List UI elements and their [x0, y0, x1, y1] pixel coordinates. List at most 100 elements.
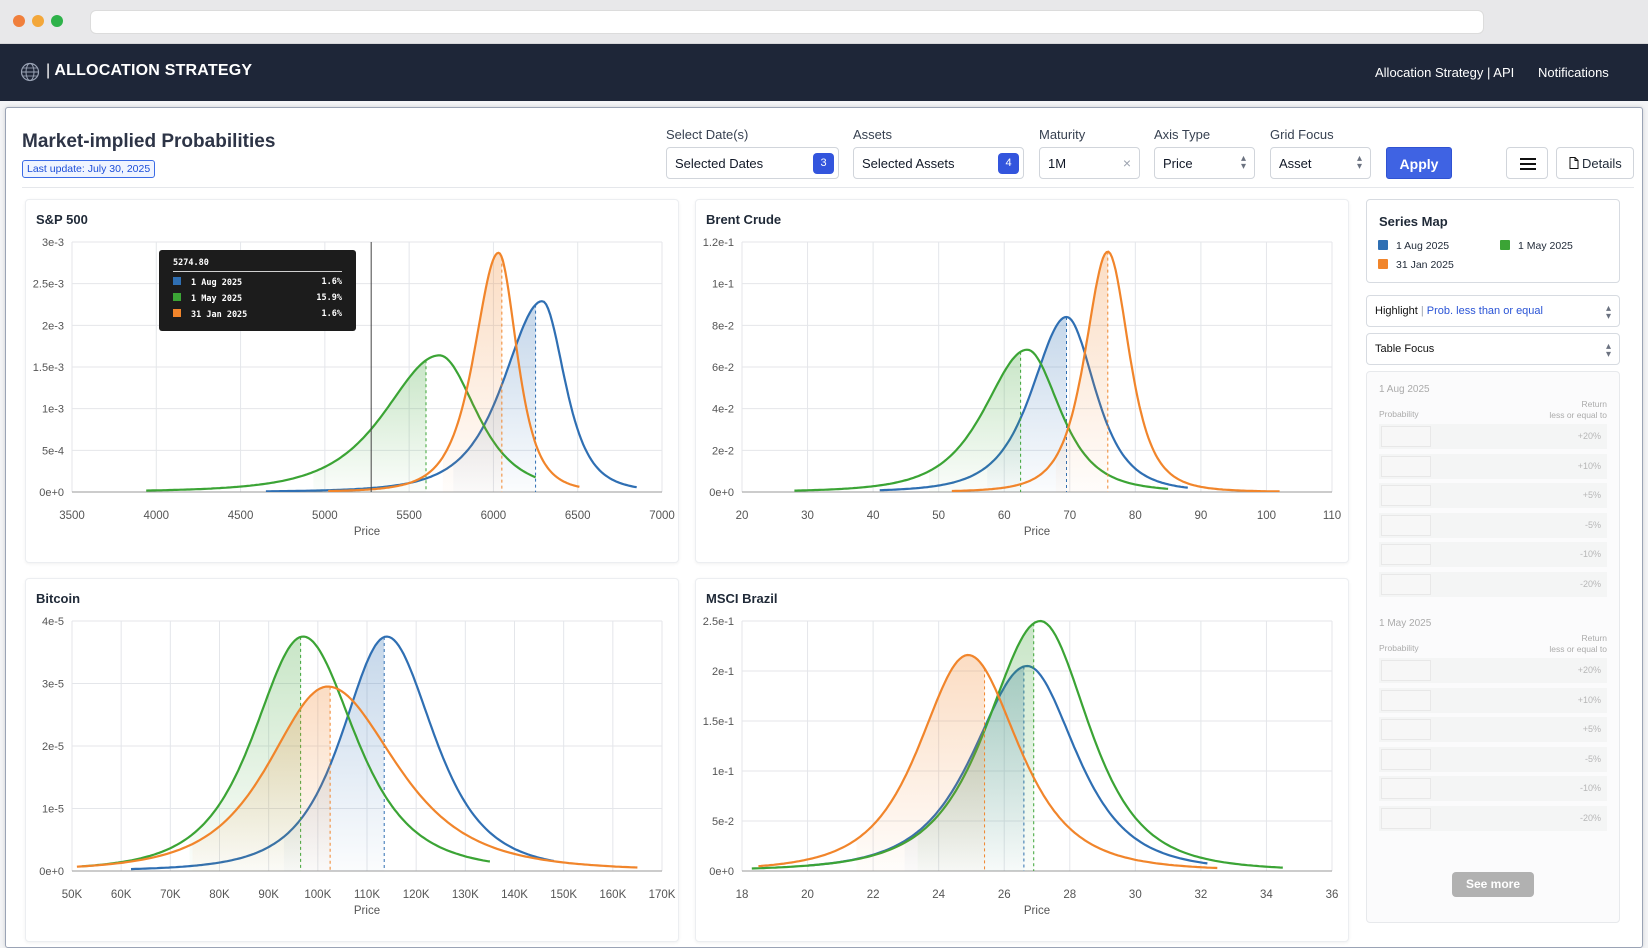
x-tick-label: 3500 — [59, 510, 85, 522]
x-tick-label: 20 — [736, 510, 749, 522]
series-line-31-jan-2025[interactable] — [328, 251, 580, 492]
chart-panel-bitcoin: 50K 60K 70K 80K 90K 100K 110K 120K 130K 140K 150K 1… — [25, 578, 679, 942]
legend-label: 1 Aug 2025 — [1396, 240, 1450, 252]
return-header: Return less or equal to — [1549, 399, 1607, 421]
y-tick-label: 3e-5 — [42, 679, 64, 691]
globe-logo-icon — [20, 62, 40, 82]
probability-table: 1 Aug 2025 Probability Return less or equal… — [1366, 371, 1620, 923]
y-tick-label: 5e-2 — [712, 816, 734, 828]
y-tick-label: 2.5e-1 — [703, 616, 734, 628]
y-tick-label: 0e+0 — [709, 866, 734, 878]
tooltip-row-value: 1.6% — [321, 309, 342, 319]
close-window-dot[interactable] — [13, 15, 25, 27]
swatch-icon — [173, 293, 181, 301]
probability-cell — [1381, 426, 1431, 447]
density-chart[interactable]: 50K 60K 70K 80K 90K 100K 110K 120K 130K 140K 150K 1… — [26, 579, 680, 943]
x-tick-label: 70K — [160, 889, 181, 901]
return-cell: +5% — [1582, 724, 1601, 734]
minimize-window-dot[interactable] — [32, 15, 44, 27]
density-chart[interactable]: 18 20 22 24 26 28 30 32 34 36 0e+0 5e-2 1e-1 1.5e-1 2e… — [696, 579, 1350, 943]
swatch-icon — [173, 309, 181, 317]
updown-chevron-icon: ▴ ▾ — [1605, 303, 1611, 322]
brand-title[interactable]: | ALLOCATION STRATEGY — [46, 62, 253, 79]
probability-header: Probability — [1379, 643, 1419, 653]
table-row: -5% — [1379, 512, 1607, 538]
nav-link-api[interactable]: Allocation Strategy | API — [1375, 65, 1515, 80]
x-axis-label: Price — [354, 905, 380, 917]
maturity-value: 1M — [1048, 156, 1067, 171]
legend-item-1-may-2025[interactable]: 1 May 2025 — [1500, 240, 1573, 252]
return-cell: +10% — [1577, 460, 1601, 471]
return-cell: +5% — [1582, 490, 1601, 500]
table-row: +10% — [1379, 453, 1607, 479]
details-button[interactable]: Details — [1556, 147, 1634, 179]
probability-cell — [1381, 455, 1431, 477]
assets-select[interactable]: Selected Assets 4 — [853, 147, 1024, 179]
return-header-line: Return — [1581, 633, 1607, 643]
x-tick-label: 5000 — [312, 510, 338, 522]
dates-count-badge: 3 — [813, 153, 834, 174]
tooltip-row: 31 Jan 2025 1.6% — [173, 309, 342, 320]
tooltip-row: 1 Aug 2025 1.6% — [173, 277, 342, 288]
legend-item-31-jan-2025[interactable]: 31 Jan 2025 — [1378, 259, 1454, 271]
table-row: -20% — [1379, 805, 1607, 831]
x-tick-label: 36 — [1326, 889, 1339, 901]
address-bar[interactable] — [90, 10, 1484, 34]
highlight-select[interactable]: Highlight | Prob. less than or equal ▴ ▾ — [1366, 295, 1620, 327]
probability-cell — [1381, 778, 1431, 799]
tooltip-row-value: 1.6% — [321, 277, 342, 287]
table-focus-label: Table Focus — [1375, 343, 1435, 355]
x-tick-label: 26 — [998, 889, 1011, 901]
x-tick-label: 80 — [1129, 510, 1142, 522]
last-update-badge: Last update: July 30, 2025 — [22, 160, 156, 178]
y-tick-label: 6e-2 — [712, 362, 734, 374]
y-tick-label: 0e+0 — [709, 487, 734, 499]
chart-panel-msci-brazil: 18 20 22 24 26 28 30 32 34 36 0e+0 5e-2 1e-1 1.5e-1 2e… — [695, 578, 1349, 942]
series-line-31-jan-2025[interactable] — [951, 250, 1280, 492]
nav-link-notifications[interactable]: Notifications — [1538, 65, 1609, 80]
series-line-31-jan-2025[interactable] — [76, 685, 638, 869]
apply-button[interactable]: Apply — [1386, 147, 1452, 179]
chart-title: MSCI Brazil — [706, 591, 778, 606]
series-line-31-jan-2025[interactable] — [758, 653, 1218, 870]
hamburger-icon-bar — [1520, 163, 1536, 165]
x-tick-label: 90 — [1194, 510, 1207, 522]
x-axis-label: Price — [1024, 526, 1050, 538]
see-more-button[interactable]: See more — [1452, 872, 1534, 897]
y-tick-label: 8e-2 — [712, 320, 734, 332]
series-line-1-may-2025[interactable] — [751, 619, 1283, 870]
tooltip-row: 1 May 2025 15.9% — [173, 293, 342, 304]
table-row: +20% — [1379, 658, 1607, 683]
probability-cell — [1381, 719, 1431, 740]
grid-focus-select[interactable]: Asset ▴ ▾ — [1270, 147, 1371, 179]
return-cell: -10% — [1579, 549, 1601, 559]
clear-maturity-icon[interactable]: × — [1122, 155, 1131, 171]
assets-select-value: Selected Assets — [862, 156, 955, 171]
x-tick-label: 5500 — [396, 510, 422, 522]
maturity-select[interactable]: 1M × — [1039, 147, 1140, 179]
table-focus-select[interactable]: Table Focus ▴ ▾ — [1366, 333, 1620, 365]
dates-select-value: Selected Dates — [675, 156, 764, 171]
x-tick-label: 110 — [1323, 510, 1341, 522]
chart-title: Bitcoin — [36, 591, 81, 606]
chart-title: S&P 500 — [36, 212, 88, 227]
x-tick-label: 30 — [1129, 889, 1142, 901]
return-cell: -10% — [1579, 783, 1601, 793]
updown-chevron-icon: ▴ ▾ — [1240, 153, 1246, 172]
x-axis-label: Price — [1024, 905, 1050, 917]
menu-button[interactable] — [1506, 147, 1548, 179]
x-tick-label: 130K — [452, 889, 479, 901]
series-line-1-may-2025[interactable] — [81, 635, 491, 868]
swatch-icon — [1378, 259, 1388, 269]
density-chart[interactable]: 20 30 40 50 60 70 80 90 100 110 0e+0 2e-2 4e-2 6e-2 8e… — [696, 200, 1350, 564]
grid-focus-label: Grid Focus — [1270, 127, 1334, 142]
legend-item-1-aug-2025[interactable]: 1 Aug 2025 — [1378, 240, 1449, 252]
tooltip-row-label: 31 Jan 2025 — [191, 310, 248, 320]
highlight-label: Highlight — [1375, 305, 1418, 317]
table-row: -10% — [1379, 776, 1607, 801]
maximize-window-dot[interactable] — [51, 15, 63, 27]
probability-cell — [1381, 807, 1431, 829]
return-cell: -5% — [1584, 753, 1601, 764]
dates-select[interactable]: Selected Dates 3 — [666, 147, 839, 179]
axis-type-select[interactable]: Price ▴ ▾ — [1154, 147, 1255, 179]
